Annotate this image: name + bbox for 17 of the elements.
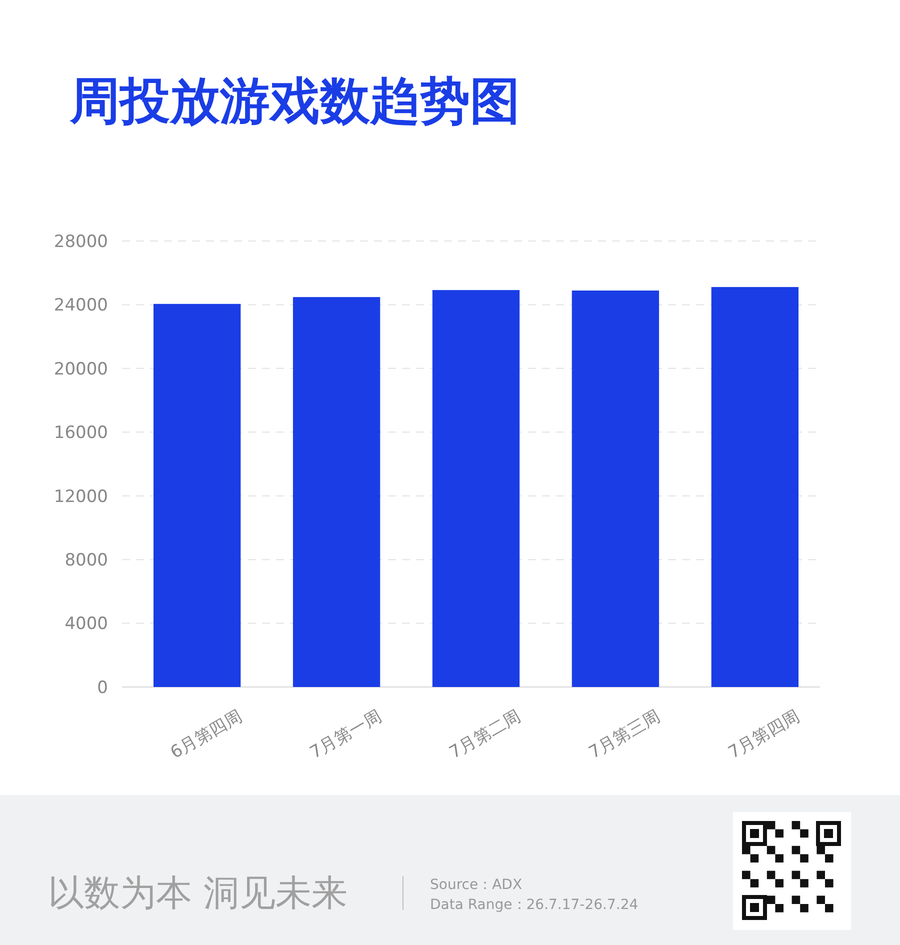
y-tick-label: 24000: [54, 296, 108, 316]
x-tick-label: 7月第三周: [586, 706, 664, 764]
x-tick-label: 6月第四周: [167, 706, 246, 764]
y-tick-label: 8000: [64, 550, 108, 571]
text: 以数为本 洞见未来: [48, 873, 348, 914]
x-tick-label: 7月第二周: [446, 706, 524, 764]
y-tick-label: 12000: [54, 486, 108, 507]
source-note: Source：ADX: [430, 877, 522, 893]
y-tick-label: 4000: [64, 614, 108, 634]
chart-title: 周投放游戏数趋势图: [69, 72, 520, 130]
text: Data Range：26.7.17-26.7.24: [430, 897, 638, 913]
x-tick-label: 7月第一周: [306, 706, 385, 764]
y-tick-label: 16000: [54, 423, 108, 444]
y-tick-label: 20000: [54, 359, 108, 380]
y-tick-label: 28000: [54, 232, 108, 252]
x-tick-label: 7月第四周: [725, 706, 804, 764]
y-tick-label: 0: [97, 678, 108, 698]
